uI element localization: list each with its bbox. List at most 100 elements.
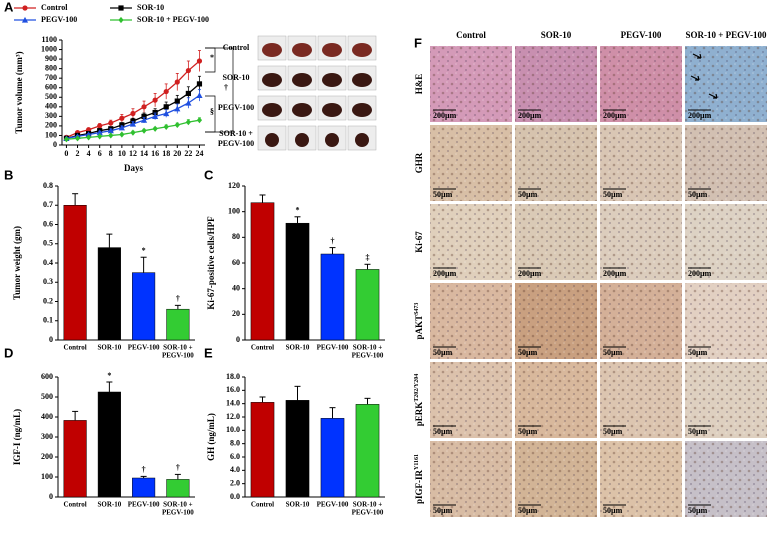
marker xyxy=(174,79,180,85)
y-tick-label: 8.0 xyxy=(230,438,240,447)
x-tick-label: SOR-10 + xyxy=(163,344,192,352)
micrograph-texture xyxy=(600,46,682,122)
significance-bracket xyxy=(205,47,234,133)
x-tick-label: Control xyxy=(64,344,87,352)
y-tick-label: 1000 xyxy=(41,44,57,53)
photo-label: SOR-10 xyxy=(222,73,249,82)
micrograph-texture xyxy=(430,441,512,517)
micrograph-texture xyxy=(600,441,682,517)
legend-marker xyxy=(118,5,124,11)
bar xyxy=(250,402,275,498)
x-tick-label: 2 xyxy=(76,149,80,158)
x-tick-label: SOR-10 + xyxy=(353,344,382,352)
x-tick-label: 22 xyxy=(184,149,192,158)
y-tick-label: 0.2 xyxy=(43,296,53,305)
marker xyxy=(152,97,158,103)
x-tick-label: SOR-10 + xyxy=(353,501,382,509)
scale-label: 50µm xyxy=(603,190,623,199)
tumor-photo xyxy=(292,73,312,87)
column-header: PEGV-100 xyxy=(621,30,662,40)
marker xyxy=(163,104,169,110)
scale-label: 200µm xyxy=(518,111,542,120)
tumor-photo xyxy=(322,103,342,117)
marker xyxy=(141,113,147,119)
x-tick-label: 10 xyxy=(118,149,126,158)
tumor-photo xyxy=(262,73,282,87)
micrograph-texture xyxy=(515,283,597,359)
y-tick-label: 600 xyxy=(45,83,57,92)
row-label-text: pAKT xyxy=(414,315,424,340)
scale-label: 200µm xyxy=(688,111,712,120)
arrow xyxy=(708,93,718,99)
tumor-photo xyxy=(262,103,282,117)
legend-marker xyxy=(22,5,28,11)
marker xyxy=(63,136,70,143)
marker xyxy=(140,117,148,123)
marker xyxy=(96,129,103,136)
y-tick-label: 0.4 xyxy=(43,258,53,267)
marker xyxy=(130,129,136,136)
x-tick-label: 24 xyxy=(195,149,203,158)
marker xyxy=(174,121,180,129)
y-tick-label: 400 xyxy=(41,412,53,421)
y-tick-label: 6.0 xyxy=(230,452,240,461)
panel-letter: C xyxy=(204,167,214,182)
scale-label: 50µm xyxy=(433,348,453,357)
x-tick-label: PEGV-100 xyxy=(352,509,384,517)
micrograph-texture xyxy=(430,204,512,280)
scale-label: 200µm xyxy=(518,269,542,278)
significance-mark: † xyxy=(224,83,228,92)
scale-label: 50µm xyxy=(518,348,538,357)
significance-bracket xyxy=(205,95,216,133)
scale-label: 50µm xyxy=(603,506,623,515)
bar xyxy=(285,400,310,498)
x-tick-label: PEGV-100 xyxy=(162,352,194,360)
marker xyxy=(185,118,191,126)
x-tick-label: SOR-10 xyxy=(286,501,310,509)
tumor-photo xyxy=(295,133,309,147)
row-label-sup: T202/Y204 xyxy=(414,374,420,402)
scale-label: 50µm xyxy=(688,190,708,199)
y-tick-label: 0.7 xyxy=(43,200,53,209)
legend-marker xyxy=(118,16,124,24)
bar xyxy=(250,202,275,341)
micrograph-texture xyxy=(515,362,597,438)
y-tick-label: 100 xyxy=(41,472,53,481)
x-tick-label: SOR-10 + xyxy=(163,501,192,509)
bar xyxy=(320,418,345,498)
scale-label: 50µm xyxy=(518,427,538,436)
bar xyxy=(97,391,121,498)
x-tick-label: PEGV-100 xyxy=(162,509,194,517)
scale-label: 50µm xyxy=(518,190,538,199)
marker xyxy=(185,90,191,97)
y-tick-label: 12.0 xyxy=(226,412,240,421)
x-tick-label: Control xyxy=(251,501,274,509)
micrograph-texture xyxy=(685,362,767,438)
x-tick-label: SOR-10 xyxy=(286,344,310,352)
micrograph-texture xyxy=(430,46,512,122)
column-header: Control xyxy=(456,30,486,40)
significance-mark: ‡ xyxy=(366,253,370,262)
scale-label: 200µm xyxy=(433,269,457,278)
micrograph-texture xyxy=(600,204,682,280)
row-label: Ki-67 xyxy=(414,231,424,253)
marker xyxy=(97,123,103,129)
column-header: SOR-10 xyxy=(541,30,572,40)
scale-label: 50µm xyxy=(433,190,453,199)
tumor-photo xyxy=(265,133,279,147)
scale-label: 200µm xyxy=(433,111,457,120)
y-tick-label: 1100 xyxy=(41,35,57,44)
micrograph-texture xyxy=(600,125,682,201)
scale-label: 50µm xyxy=(688,506,708,515)
legend-label: Control xyxy=(41,3,68,12)
y-tick-label: 100 xyxy=(228,206,240,215)
marker xyxy=(196,58,203,64)
legend-label: SOR-10 xyxy=(137,3,164,12)
x-tick-label: Control xyxy=(64,501,87,509)
scale-label: 50µm xyxy=(518,506,538,515)
y-tick-label: 120 xyxy=(228,181,240,190)
row-label-text: GHR xyxy=(414,152,424,173)
y-tick-label: 800 xyxy=(45,63,57,72)
tumor-photo xyxy=(355,133,369,147)
micrograph-texture xyxy=(515,46,597,122)
